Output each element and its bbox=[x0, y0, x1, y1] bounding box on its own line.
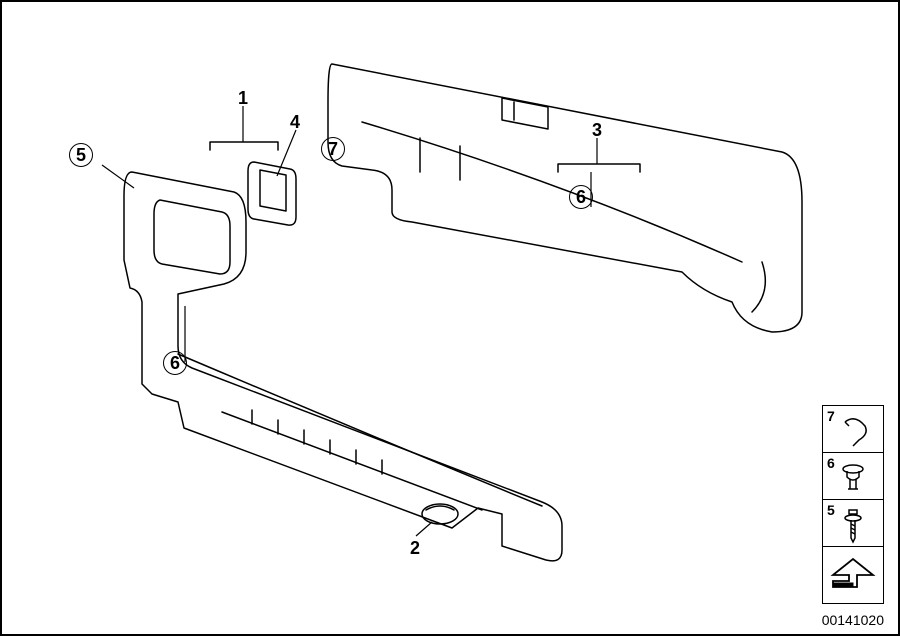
legend-label: 5 bbox=[827, 502, 835, 518]
callout-6: 6 bbox=[163, 351, 187, 375]
diagram-frame: 14753662 7 6 5 00141020 bbox=[0, 0, 900, 636]
part-number: 00141020 bbox=[822, 612, 884, 628]
legend: 7 6 5 bbox=[822, 405, 884, 604]
legend-label: 7 bbox=[827, 408, 835, 424]
legend-row-6: 6 bbox=[823, 453, 883, 500]
callout-4: 4 bbox=[290, 112, 300, 133]
legend-row-arrow bbox=[823, 547, 883, 603]
legend-row-7: 7 bbox=[823, 406, 883, 453]
legend-label: 6 bbox=[827, 455, 835, 471]
callout-2: 2 bbox=[410, 538, 420, 559]
arrow-icon bbox=[823, 547, 883, 603]
callout-1: 1 bbox=[238, 88, 248, 109]
legend-row-5: 5 bbox=[823, 500, 883, 547]
callout-5: 5 bbox=[69, 143, 93, 167]
callout-3: 3 bbox=[592, 120, 602, 141]
callout-7: 7 bbox=[321, 137, 345, 161]
callout-6: 6 bbox=[569, 185, 593, 209]
